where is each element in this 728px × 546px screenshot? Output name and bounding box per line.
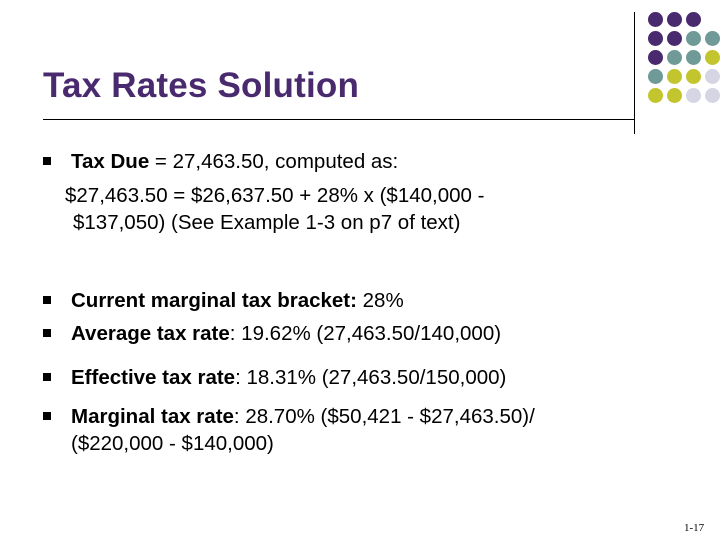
dot bbox=[705, 50, 720, 65]
computation-line-2: $137,050) (See Example 1-3 on p7 of text… bbox=[73, 211, 461, 234]
dot bbox=[686, 12, 701, 27]
dot bbox=[705, 88, 720, 103]
bullet-bold-label: Tax Due bbox=[71, 150, 150, 173]
dot bbox=[648, 31, 663, 46]
bullet-marker bbox=[43, 412, 51, 420]
dot bbox=[705, 69, 720, 84]
bullet-bold-label: Current marginal tax bracket: bbox=[71, 289, 357, 312]
page-number: 1-17 bbox=[684, 522, 705, 534]
decorative-dot-grid bbox=[643, 6, 727, 116]
marginal-rate-line-2: ($220,000 - $140,000) bbox=[71, 432, 274, 455]
bullet-marker bbox=[43, 296, 51, 304]
horizontal-divider bbox=[43, 119, 634, 120]
bullet-text: = 27,463.50, computed as: bbox=[149, 150, 399, 173]
dot bbox=[705, 31, 720, 46]
bullet-text: : 19.62% (27,463.50/140,000) bbox=[229, 322, 502, 345]
dot bbox=[667, 88, 682, 103]
dot bbox=[667, 12, 682, 27]
bullet-text: : 28.70% ($50,421 - $27,463.50)/ bbox=[233, 405, 535, 428]
dot bbox=[686, 69, 701, 84]
bullet-bold-label: Average tax rate bbox=[71, 322, 230, 345]
bullet-bold-label: Marginal tax rate bbox=[71, 405, 234, 428]
dot bbox=[686, 50, 701, 65]
dot bbox=[686, 31, 701, 46]
bullet-marker bbox=[43, 157, 51, 165]
bullet-marker bbox=[43, 373, 51, 381]
dot bbox=[648, 50, 663, 65]
vertical-divider bbox=[634, 12, 635, 134]
computation-line-1: $27,463.50 = $26,637.50 + 28% x ($140,00… bbox=[65, 184, 485, 207]
dot bbox=[648, 12, 663, 27]
bullet-marker bbox=[43, 329, 51, 337]
dot bbox=[686, 88, 701, 103]
bullet-bold-label: Effective tax rate bbox=[71, 366, 236, 389]
dot bbox=[667, 69, 682, 84]
dot bbox=[648, 69, 663, 84]
slide-title: Tax Rates Solution bbox=[43, 66, 360, 105]
dot bbox=[667, 31, 682, 46]
dot bbox=[667, 50, 682, 65]
dot bbox=[648, 88, 663, 103]
bullet-text: : 18.31% (27,463.50/150,000) bbox=[235, 366, 507, 389]
bullet-text: 28% bbox=[356, 289, 404, 312]
